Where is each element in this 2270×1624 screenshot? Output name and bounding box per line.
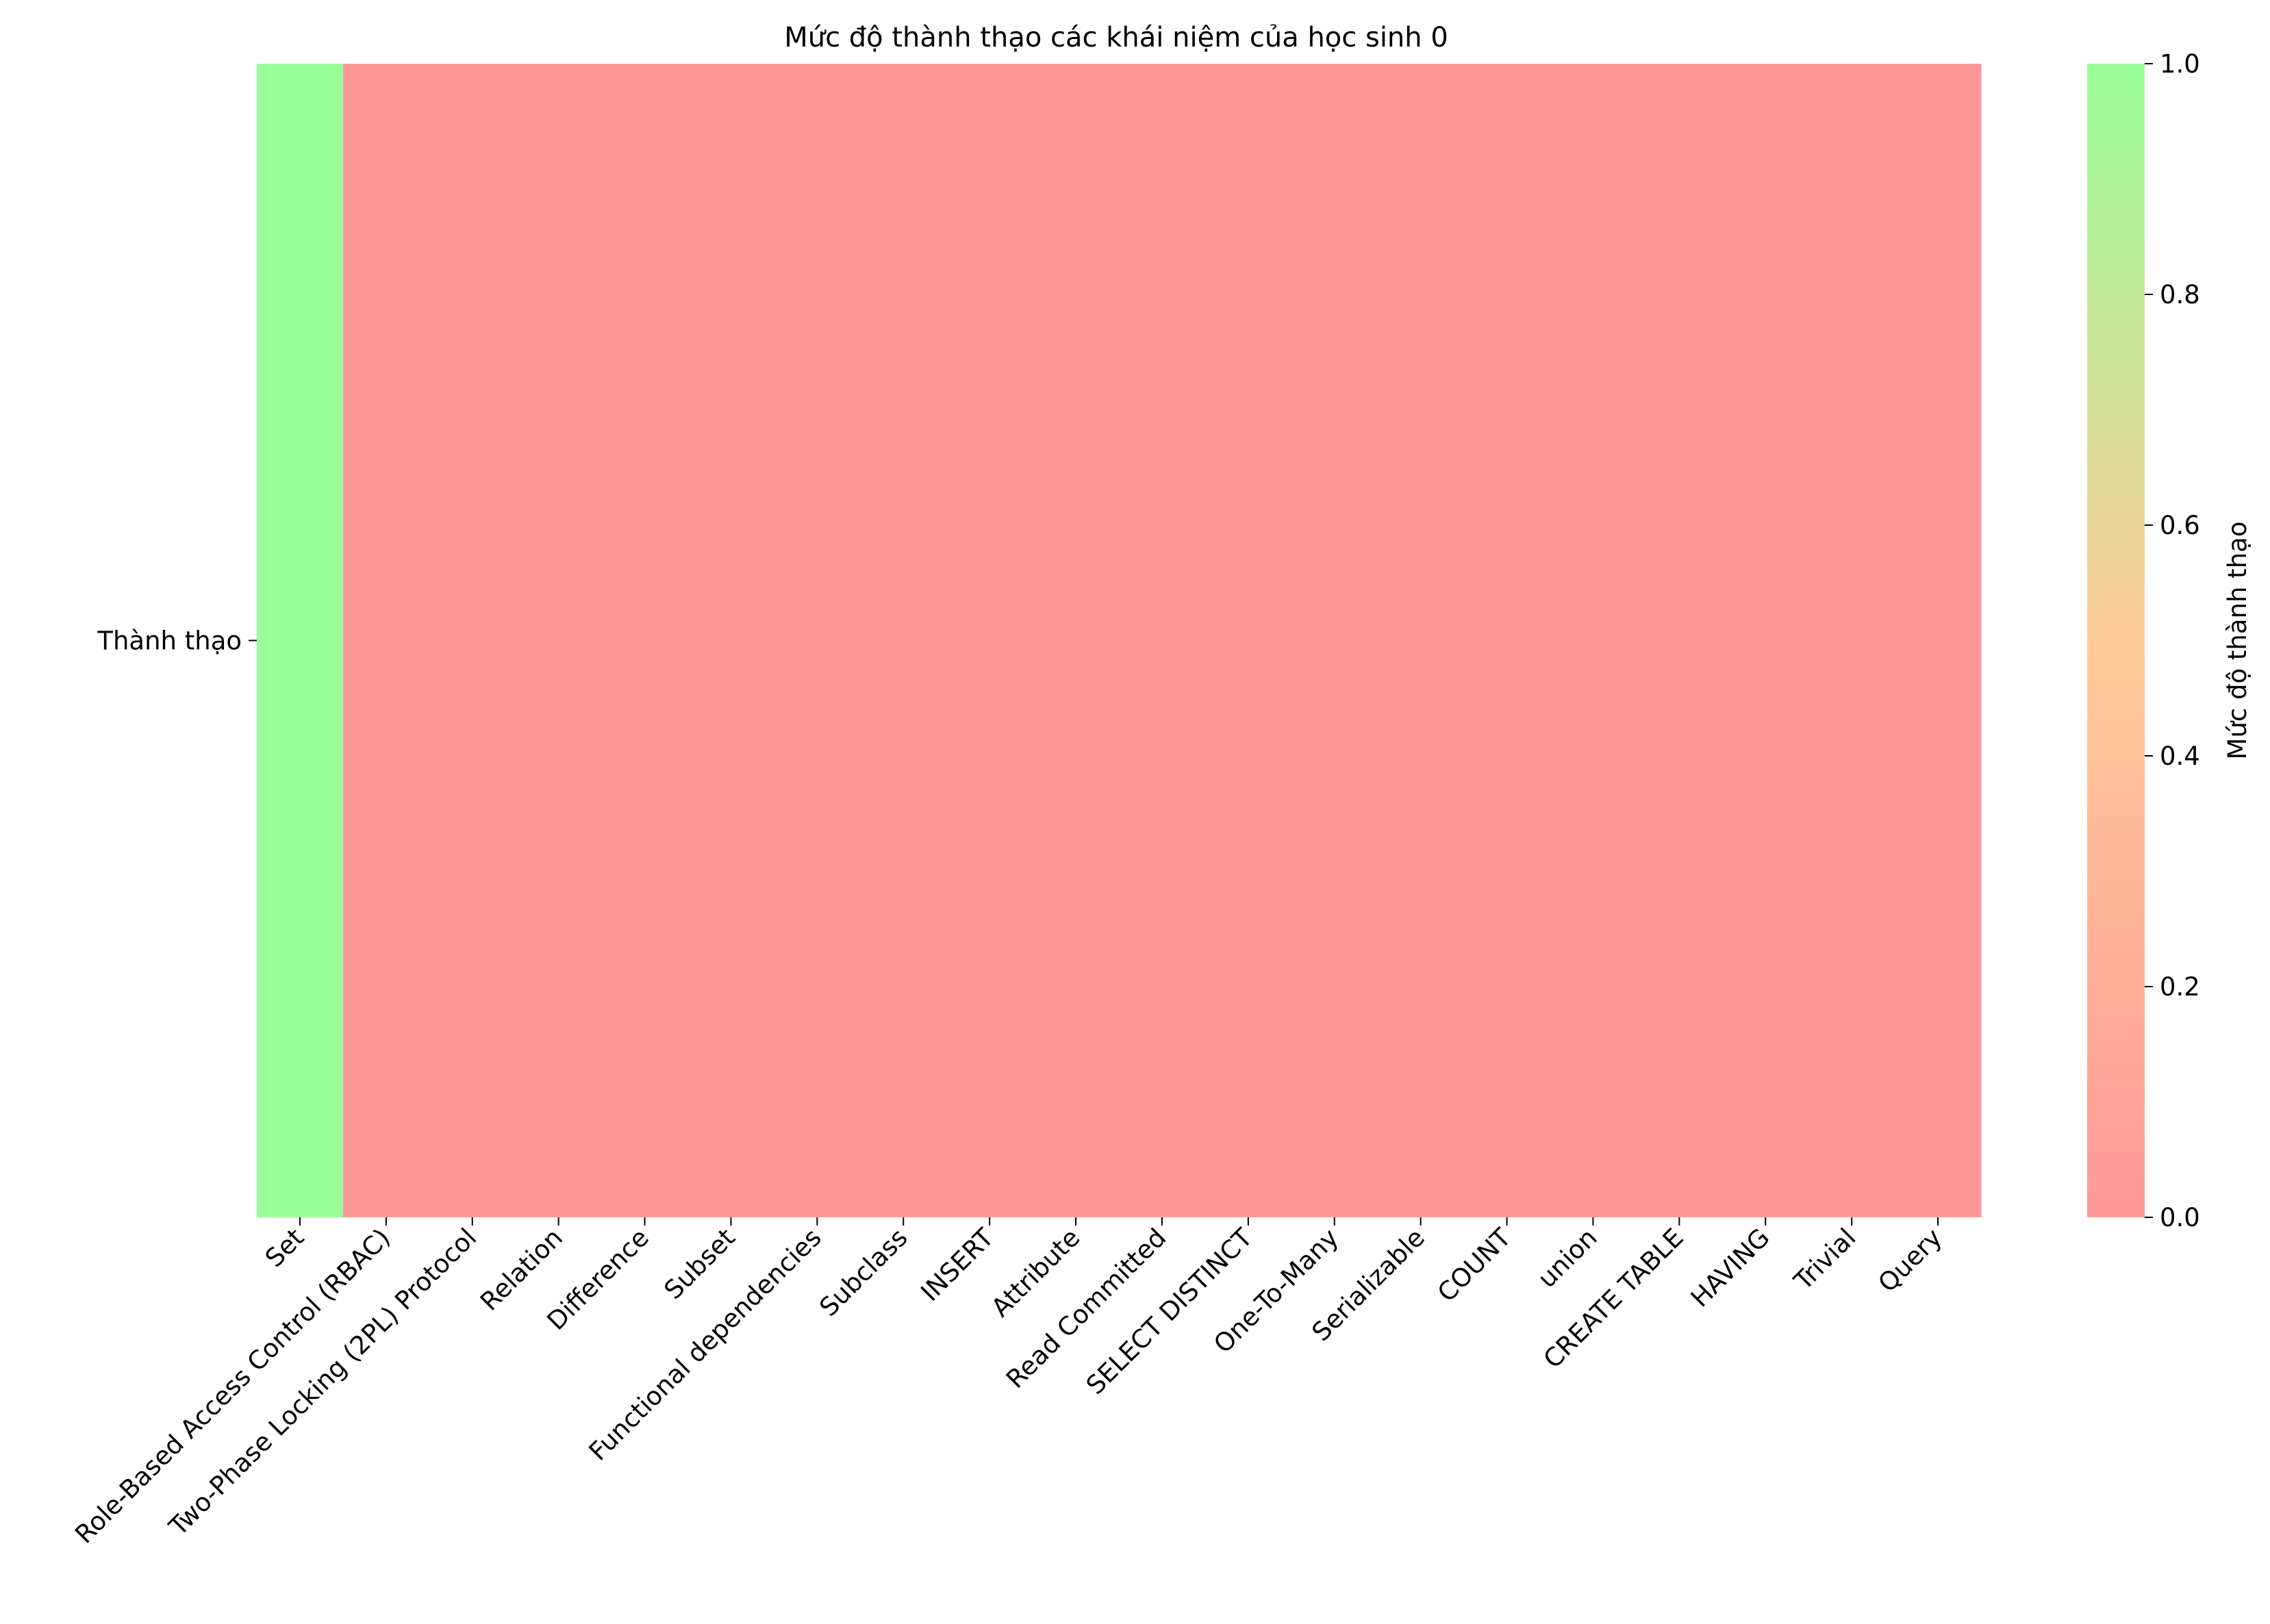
heatmap-cell (257, 64, 344, 1217)
heatmap-cell (1119, 64, 1206, 1217)
heatmap-cell (774, 64, 861, 1217)
heatmap-cell (1291, 64, 1378, 1217)
x-tick-label: Set (260, 1223, 310, 1273)
x-tick-label: Subset (659, 1223, 741, 1305)
heatmap-cell (1550, 64, 1637, 1217)
x-tick-label: Subclass (814, 1223, 913, 1322)
x-tick-label: SELECT DISTINCT (1081, 1223, 1258, 1400)
colorbar-tick-label: 1.0 (2160, 49, 2200, 79)
x-tick-label: Trivial (1788, 1223, 1861, 1296)
x-tick-label: INSERT (915, 1223, 999, 1307)
heatmap-cell (1205, 64, 1292, 1217)
heatmap-cell (946, 64, 1033, 1217)
colorbar-tick-label: 0.0 (2160, 1203, 2200, 1232)
heatmap-cell (1377, 64, 1465, 1217)
x-tick-label: HAVING (1685, 1223, 1776, 1313)
colorbar-tick-label: 0.2 (2160, 972, 2200, 1002)
colorbar-label: Mức độ thành thạo (2223, 522, 2252, 760)
heatmap-cell (1722, 64, 1809, 1217)
heatmap-cell (601, 64, 689, 1217)
heatmap-cell (860, 64, 947, 1217)
heatmap-cell (515, 64, 603, 1217)
x-tick-label: union (1532, 1223, 1602, 1293)
chart-title: Mức độ thành thạo các khái niệm của học … (784, 22, 1448, 53)
x-tick-label: Query (1872, 1223, 1947, 1298)
x-tick-label: Role-Based Access Control (RBAC) (69, 1223, 396, 1549)
heatmap-cell (1033, 64, 1120, 1217)
y-axis: Thành thạo (97, 626, 257, 656)
x-tick-label: Read Committed (1000, 1223, 1172, 1394)
heatmap-cell (1463, 64, 1551, 1217)
y-tick-label: Thành thạo (97, 626, 242, 656)
heatmap-cells (257, 64, 1982, 1217)
colorbar-tick-label: 0.6 (2160, 511, 2200, 540)
heatmap-cell (1808, 64, 1895, 1217)
x-tick-label: COUNT (1432, 1223, 1517, 1308)
colorbar-gradient (2087, 64, 2145, 1217)
x-tick-label: Two-Phase Locking (2PL) Protocol (163, 1223, 482, 1542)
heatmap-cell (342, 64, 430, 1217)
colorbar-tick-label: 0.4 (2160, 741, 2200, 771)
heatmap-cell (429, 64, 516, 1217)
colorbar-tick-label: 0.8 (2160, 280, 2200, 309)
heatmap-cell (1636, 64, 1723, 1217)
colorbar: 0.0 0.2 0.4 0.6 0.8 1.0 Mức độ thành thạo (2087, 49, 2252, 1232)
heatmap-cell (1895, 64, 1982, 1217)
heatmap-cell (688, 64, 774, 1217)
